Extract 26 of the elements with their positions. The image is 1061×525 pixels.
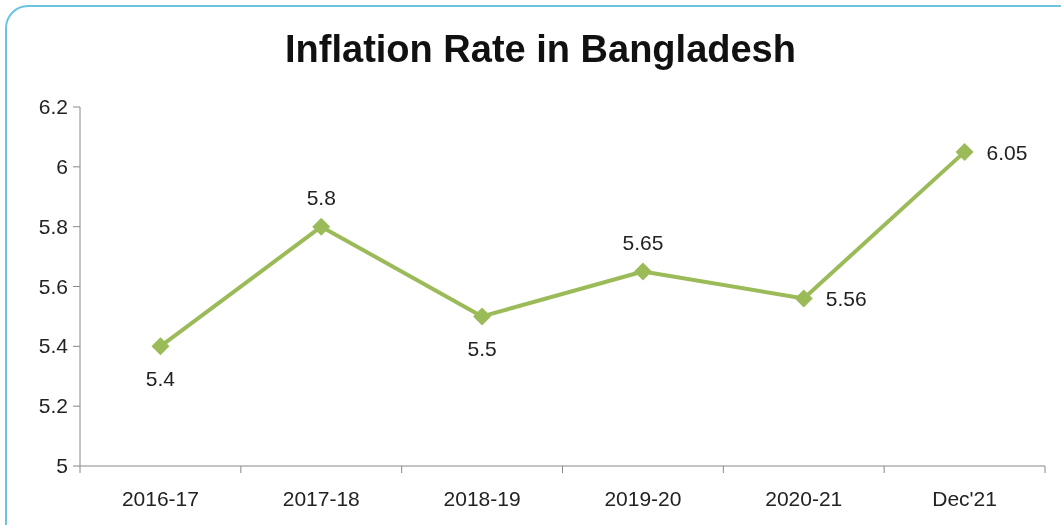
- y-tick-label: 5.8: [38, 214, 68, 238]
- point: [633, 262, 652, 281]
- y-tick-label: 5.2: [38, 394, 68, 418]
- point: [473, 307, 492, 326]
- data-label: 5.65: [622, 230, 664, 254]
- y-tick-label: 5: [56, 454, 68, 477]
- point: [955, 142, 974, 161]
- y-tick-label: 6.2: [38, 95, 68, 118]
- y-tick-label: 5.6: [38, 274, 68, 298]
- chart-title: Inflation Rate in Bangladesh: [285, 28, 796, 70]
- x-tick-label: 2018-19: [443, 487, 521, 510]
- x-tick-label: 2020-21: [765, 487, 843, 510]
- y-tick-label: 5.4: [38, 334, 69, 358]
- x-tick-label: 2017-18: [282, 487, 360, 510]
- point: [312, 217, 331, 236]
- point: [151, 337, 170, 356]
- data-label: 5.8: [306, 185, 336, 209]
- data-label: 5.4: [145, 367, 176, 391]
- data-label: 5.5: [467, 337, 497, 361]
- data-label: 5.56: [825, 287, 867, 311]
- x-tick-label: 2016-17: [121, 487, 199, 510]
- x-tick-label: 2019-20: [604, 487, 682, 510]
- point: [794, 289, 813, 308]
- x-tick-label: Dec'21: [932, 487, 997, 510]
- y-tick-label: 6: [56, 154, 68, 178]
- data-label: 6.05: [986, 140, 1028, 164]
